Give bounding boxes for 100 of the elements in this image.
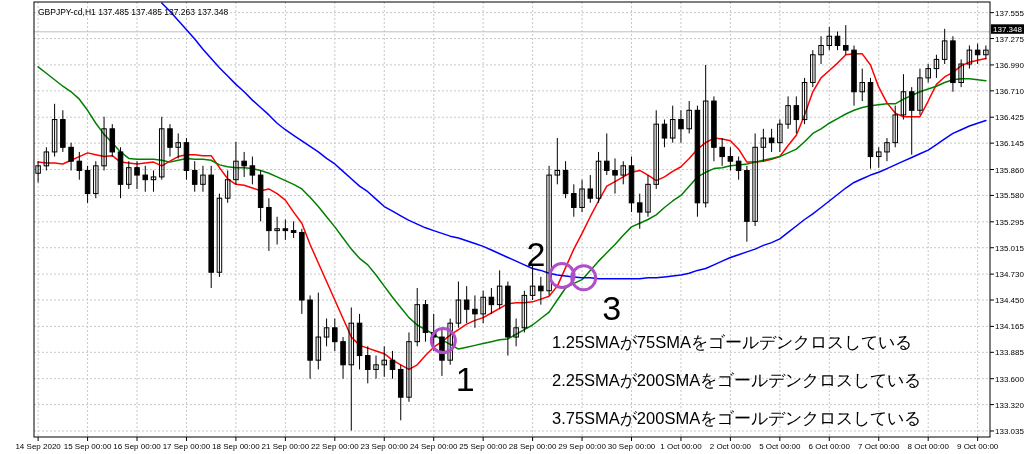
xtick: 17 Sep 00:00 bbox=[162, 442, 211, 451]
note-number: 2 bbox=[526, 234, 546, 273]
candlestick bbox=[472, 294, 478, 329]
xtick: 7 Oct 00:00 bbox=[858, 442, 900, 451]
xtick: 22 Sep 00:00 bbox=[311, 442, 359, 451]
candlestick bbox=[455, 281, 462, 329]
candlestick bbox=[76, 151, 83, 181]
note: 2.25SMAが200SMAをゴールデンクロスしている bbox=[552, 371, 922, 389]
ytick: 133.035 bbox=[995, 427, 1024, 436]
candlestick bbox=[142, 165, 149, 193]
candlestick bbox=[818, 35, 824, 65]
candlestick bbox=[266, 197, 272, 252]
candlestick bbox=[101, 116, 107, 171]
candlestick bbox=[365, 345, 371, 384]
candlestick bbox=[463, 285, 470, 324]
candlestick bbox=[134, 160, 140, 190]
candlestick bbox=[282, 219, 289, 241]
candlestick bbox=[323, 318, 330, 347]
candlestick bbox=[241, 151, 247, 178]
candlestick bbox=[777, 119, 783, 153]
candlestick bbox=[406, 331, 412, 403]
candlestick bbox=[801, 77, 808, 125]
ytick: 133.885 bbox=[995, 348, 1024, 358]
ytick: 134.450 bbox=[995, 296, 1024, 305]
xtick: 15 Sep 00:00 bbox=[63, 442, 112, 451]
xtick: 8 Oct 00:00 bbox=[907, 442, 949, 451]
candlestick bbox=[810, 49, 816, 88]
candlestick bbox=[84, 165, 91, 204]
candlestick bbox=[727, 146, 734, 171]
ytick: 135.015 bbox=[995, 243, 1024, 253]
candlestick bbox=[538, 276, 544, 306]
xtick: 5 Oct 00:00 bbox=[759, 442, 801, 451]
xtick: 30 Sep 00:00 bbox=[607, 442, 656, 451]
xtick: 6 Oct 00:00 bbox=[808, 442, 850, 451]
candlestick bbox=[678, 109, 684, 144]
candlestick bbox=[958, 58, 964, 88]
candlestick bbox=[274, 216, 280, 245]
candlestick bbox=[826, 26, 833, 51]
candlestick bbox=[612, 157, 618, 195]
candlestick bbox=[645, 174, 651, 218]
candlestick bbox=[513, 318, 519, 347]
candlestick bbox=[521, 290, 528, 333]
candlestick bbox=[348, 306, 355, 432]
candlestick bbox=[793, 95, 800, 134]
candlestick bbox=[752, 132, 758, 227]
xtick: 1 Oct 00:00 bbox=[660, 442, 702, 451]
candlestick bbox=[768, 128, 775, 153]
candlestick bbox=[941, 28, 948, 65]
ytick: 135.295 bbox=[995, 217, 1024, 227]
candlestick bbox=[587, 174, 594, 204]
candlestick bbox=[315, 292, 322, 370]
candlestick bbox=[925, 63, 931, 84]
candlestick bbox=[966, 45, 973, 70]
candlestick bbox=[109, 123, 116, 158]
ytick: 134.165 bbox=[995, 322, 1024, 332]
candlestick bbox=[859, 68, 866, 102]
xtick: 29 Sep 00:00 bbox=[558, 442, 606, 451]
candlestick bbox=[843, 24, 849, 56]
xtick: 18 Sep 00:00 bbox=[212, 442, 260, 451]
candlestick bbox=[216, 193, 223, 278]
note-number: 1 bbox=[455, 359, 475, 398]
xtick: 23 Sep 00:00 bbox=[360, 442, 409, 451]
candlestick bbox=[233, 141, 239, 185]
candlestick bbox=[496, 269, 503, 310]
xtick: 25 Sep 00:00 bbox=[459, 442, 507, 451]
candlestick bbox=[892, 105, 898, 148]
xtick: 9 Oct 00:00 bbox=[956, 442, 999, 451]
xtick: 21 Sep 00:00 bbox=[261, 442, 310, 451]
xtick: 28 Sep 00:00 bbox=[508, 442, 557, 451]
note: 3.75SMAが200SMAをゴールデンクロスしている bbox=[552, 409, 922, 427]
candlestick bbox=[546, 165, 552, 296]
candlestick bbox=[604, 132, 610, 176]
xtick: 16 Sep 00:00 bbox=[113, 442, 161, 451]
candlestick bbox=[562, 160, 569, 199]
candlestick bbox=[249, 156, 256, 185]
candlestick bbox=[332, 318, 338, 352]
candlestick bbox=[636, 193, 643, 230]
candlestick bbox=[51, 103, 58, 158]
candlestick bbox=[719, 137, 725, 167]
candlestick bbox=[93, 160, 99, 199]
candlestick bbox=[908, 86, 915, 156]
candlestick bbox=[884, 137, 890, 162]
candlestick bbox=[158, 116, 165, 181]
candlestick bbox=[760, 128, 767, 162]
ytick: 133.320 bbox=[995, 400, 1024, 410]
candlestick bbox=[414, 287, 420, 347]
candlestick bbox=[669, 105, 676, 144]
xtick: 14 Sep 2020 bbox=[15, 442, 61, 451]
candlestick bbox=[735, 156, 742, 181]
candlestick bbox=[653, 109, 659, 190]
candlestick bbox=[200, 165, 206, 193]
candlestick bbox=[595, 151, 602, 204]
candlestick bbox=[488, 287, 495, 315]
ytick: 134.730 bbox=[995, 270, 1024, 280]
ytick: 135.580 bbox=[995, 191, 1024, 201]
candlestick bbox=[917, 68, 923, 116]
note-number: 3 bbox=[602, 288, 622, 327]
candlestick bbox=[191, 160, 198, 193]
candlestick bbox=[571, 183, 577, 218]
candlestick bbox=[224, 169, 231, 204]
